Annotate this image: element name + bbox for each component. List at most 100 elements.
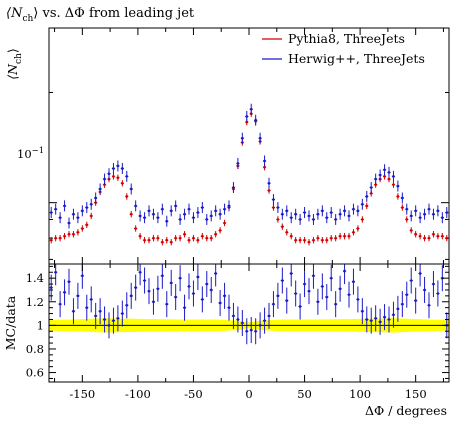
pythia-point xyxy=(49,238,53,242)
ratio-point xyxy=(401,302,404,306)
pythia-point xyxy=(81,227,84,230)
ratio-point xyxy=(365,318,369,321)
herwig-point xyxy=(183,212,186,216)
herwig-point xyxy=(103,177,106,181)
herwig-point xyxy=(303,211,306,214)
ratio-point xyxy=(258,324,262,327)
pythia-point xyxy=(174,236,177,240)
herwig-point xyxy=(365,195,369,198)
ratio-point xyxy=(329,276,333,280)
pythia-point xyxy=(201,234,204,238)
ratio-panel: -150 -100 -50 0 50 100 150 0.6 0.8 1 1.2 1.4 MC/da… xyxy=(3,263,450,418)
ratio-point xyxy=(312,274,315,278)
ratio-point xyxy=(161,274,164,278)
pythia-point xyxy=(192,236,195,240)
y-label-symbol: ⟨N xyxy=(5,63,20,80)
herwig-point xyxy=(383,168,386,172)
pythia-point xyxy=(316,236,320,240)
herwig-point xyxy=(214,209,217,213)
ratio-point xyxy=(192,292,195,295)
ratio-point xyxy=(418,272,422,275)
herwig-point xyxy=(54,207,57,211)
pythia-point xyxy=(285,231,289,234)
pythia-point xyxy=(85,223,89,227)
herwig-point xyxy=(63,204,66,208)
ratio-point xyxy=(107,324,111,327)
pythia-point xyxy=(156,236,160,240)
pythia-point xyxy=(196,238,200,242)
herwig-point xyxy=(138,214,142,218)
pythia-point xyxy=(281,225,284,228)
herwig-point xyxy=(116,164,120,168)
chart-title: ⟨Nch⟩ vs. ΔΦ from leading jet xyxy=(6,6,195,24)
ratio-point xyxy=(81,274,84,278)
pythia-point xyxy=(361,218,364,221)
x-tick-label: 100 xyxy=(349,387,371,401)
ratio-point xyxy=(347,293,351,296)
x-tick-label: 0 xyxy=(245,387,252,401)
herwig-point xyxy=(298,218,302,221)
herwig-point xyxy=(294,212,297,216)
pythia-point xyxy=(401,206,404,209)
pythia-point xyxy=(72,232,75,236)
herwig-point xyxy=(334,218,337,221)
ratio-point xyxy=(174,295,177,299)
pythia-point xyxy=(178,236,182,240)
y-label-close: ⟩ xyxy=(5,48,20,53)
herwig-point xyxy=(418,216,422,219)
herwig-point xyxy=(338,212,342,216)
pythia-point xyxy=(272,206,275,209)
herwig-point xyxy=(187,207,191,211)
ratio-point xyxy=(392,313,395,317)
pythia-point xyxy=(112,175,115,178)
herwig-point xyxy=(423,212,426,216)
herwig-point xyxy=(152,212,155,216)
herwig-point xyxy=(374,177,377,181)
herwig-point xyxy=(401,196,404,200)
herwig-point xyxy=(241,136,244,140)
herwig-point xyxy=(85,206,89,209)
title-rest: ⟩ vs. ΔΦ from leading jet xyxy=(33,6,195,21)
herwig-point xyxy=(58,216,62,219)
herwig-point xyxy=(196,211,200,214)
ratio-point xyxy=(423,288,426,292)
pythia-point xyxy=(276,218,280,221)
herwig-point xyxy=(414,209,417,213)
pythia-point xyxy=(321,238,324,242)
ratio-herwig-series xyxy=(49,264,449,345)
ratio-point xyxy=(316,300,320,304)
pythia-point xyxy=(369,192,373,195)
pythia-point xyxy=(436,234,440,238)
pythia-point xyxy=(383,175,386,178)
ratio-point xyxy=(121,312,124,315)
pythia-point xyxy=(294,238,297,242)
ratio-point xyxy=(169,281,173,285)
pythia-point xyxy=(343,234,346,238)
ratio-point xyxy=(205,282,209,286)
herwig-point xyxy=(169,209,173,213)
ratio-point xyxy=(85,306,89,309)
pythia-point xyxy=(245,120,249,124)
herwig-series xyxy=(49,103,449,229)
ratio-point xyxy=(325,295,329,299)
ratio-point xyxy=(276,294,280,298)
ratio-point xyxy=(143,279,146,282)
main-y-tick-exponent: −1 xyxy=(32,146,45,156)
herwig-point xyxy=(347,214,351,218)
ratio-point xyxy=(138,270,142,274)
herwig-point xyxy=(441,216,444,219)
ratio-point xyxy=(307,289,311,293)
pythia-point xyxy=(325,238,329,242)
pythia-point xyxy=(418,234,422,238)
legend-label-herwig: Herwig++, ThreeJets xyxy=(288,51,425,66)
pythia-point xyxy=(441,234,444,238)
herwig-point xyxy=(223,207,226,211)
herwig-point xyxy=(178,218,182,221)
pythia-point xyxy=(209,236,213,240)
ratio-point xyxy=(116,316,120,320)
main-panel: 10−1 ⟨Nch⟩ Pythia8, ThreeJets Herwig++, … xyxy=(5,27,450,265)
herwig-point xyxy=(81,209,84,213)
pythia-point xyxy=(409,229,413,232)
herwig-point xyxy=(307,214,311,218)
herwig-point xyxy=(174,204,177,208)
